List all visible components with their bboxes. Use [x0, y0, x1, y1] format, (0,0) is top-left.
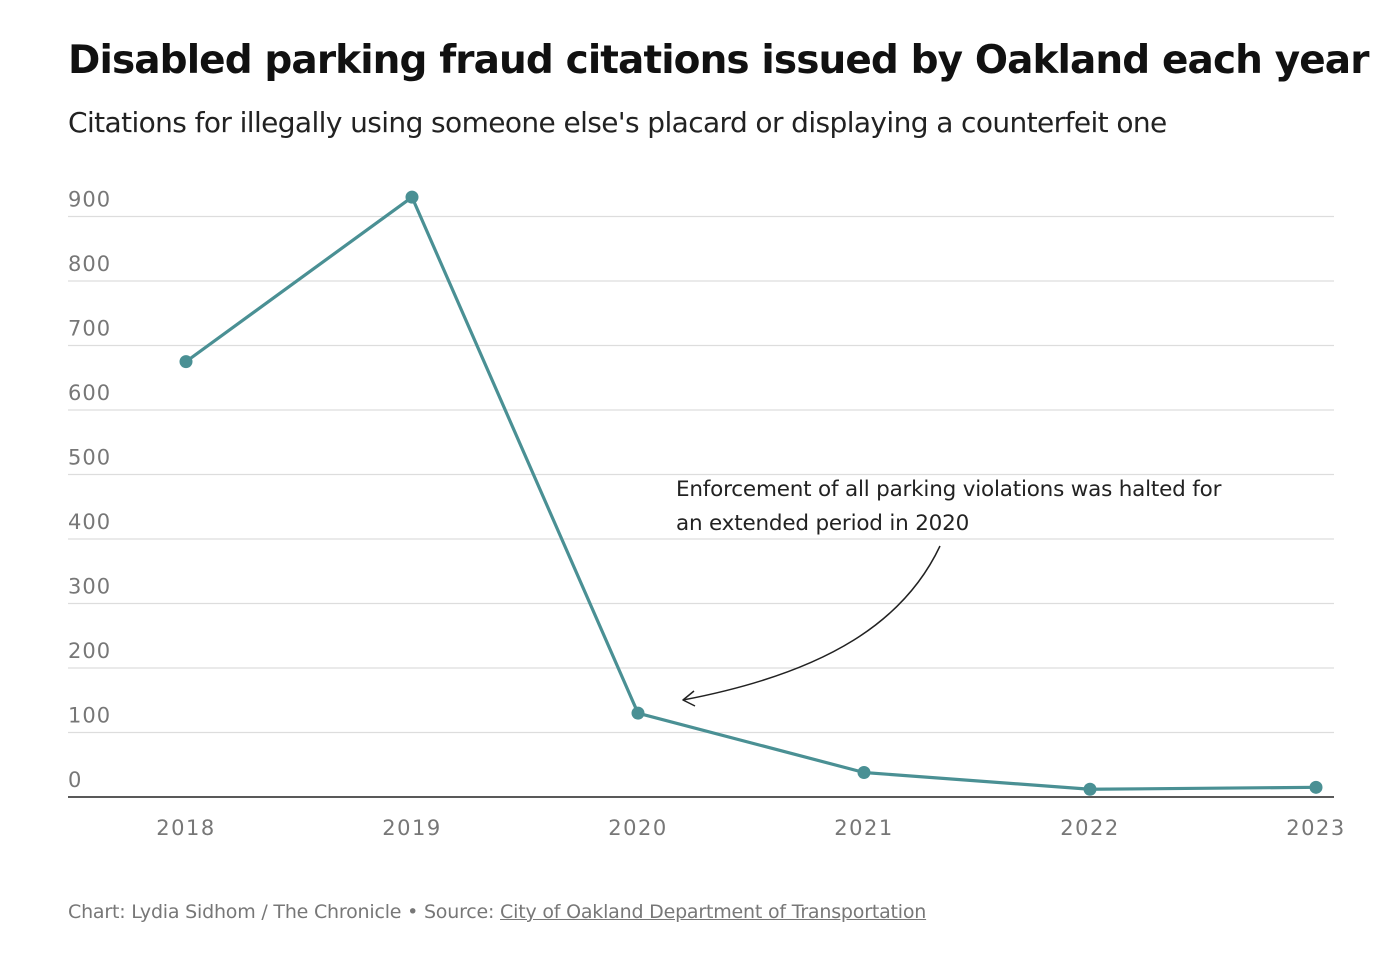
y-tick-label: 300	[68, 575, 111, 599]
y-axis-ticks: 900 800 700 600 500 400 300 200 100 0	[68, 188, 111, 793]
chart-title: Disabled parking fraud citations issued …	[68, 38, 1369, 83]
data-point-2020	[631, 706, 645, 720]
credit-text: Chart: Lydia Sidhom / The Chronicle • So…	[68, 901, 501, 923]
annotation-arrowhead	[682, 690, 696, 707]
y-tick-label: 900	[68, 188, 111, 212]
source-link[interactable]: City of Oakland Department of Transporta…	[500, 901, 927, 923]
data-point-2019	[405, 190, 419, 204]
x-tick-label: 2019	[382, 816, 441, 840]
x-tick-label: 2021	[834, 816, 893, 840]
y-tick-label: 600	[68, 381, 111, 405]
data-point-2022	[1083, 782, 1097, 796]
annotation-arrow	[682, 545, 941, 701]
y-tick-label: 100	[68, 704, 111, 728]
x-tick-label: 2018	[156, 816, 215, 840]
annotation-text-line: Enforcement of all parking violations wa…	[676, 477, 1222, 502]
y-tick-label: 800	[68, 252, 111, 276]
y-tick-label: 0	[68, 768, 82, 792]
chart-credit: Chart: Lydia Sidhom / The Chronicle • So…	[68, 901, 926, 923]
y-tick-label: 400	[68, 510, 111, 534]
x-axis-ticks: 2018 2019 2020 2021 2022 2023	[156, 816, 1345, 840]
data-point-2018	[179, 355, 193, 369]
annotation-text-line: an extended period in 2020	[676, 511, 969, 536]
y-tick-label: 700	[68, 317, 111, 341]
x-tick-label: 2023	[1286, 816, 1345, 840]
annotation: Enforcement of all parking violations wa…	[676, 477, 1222, 707]
gridlines	[68, 215, 1334, 734]
y-tick-label: 500	[68, 446, 111, 470]
y-tick-label: 200	[68, 639, 111, 663]
x-tick-label: 2020	[608, 816, 667, 840]
data-point-2021	[857, 765, 871, 779]
chart-subtitle: Citations for illegally using someone el…	[68, 106, 1167, 139]
series-line	[185, 195, 1317, 791]
series-citations	[179, 190, 1323, 796]
x-tick-label: 2022	[1060, 816, 1119, 840]
data-point-2023	[1309, 780, 1323, 794]
